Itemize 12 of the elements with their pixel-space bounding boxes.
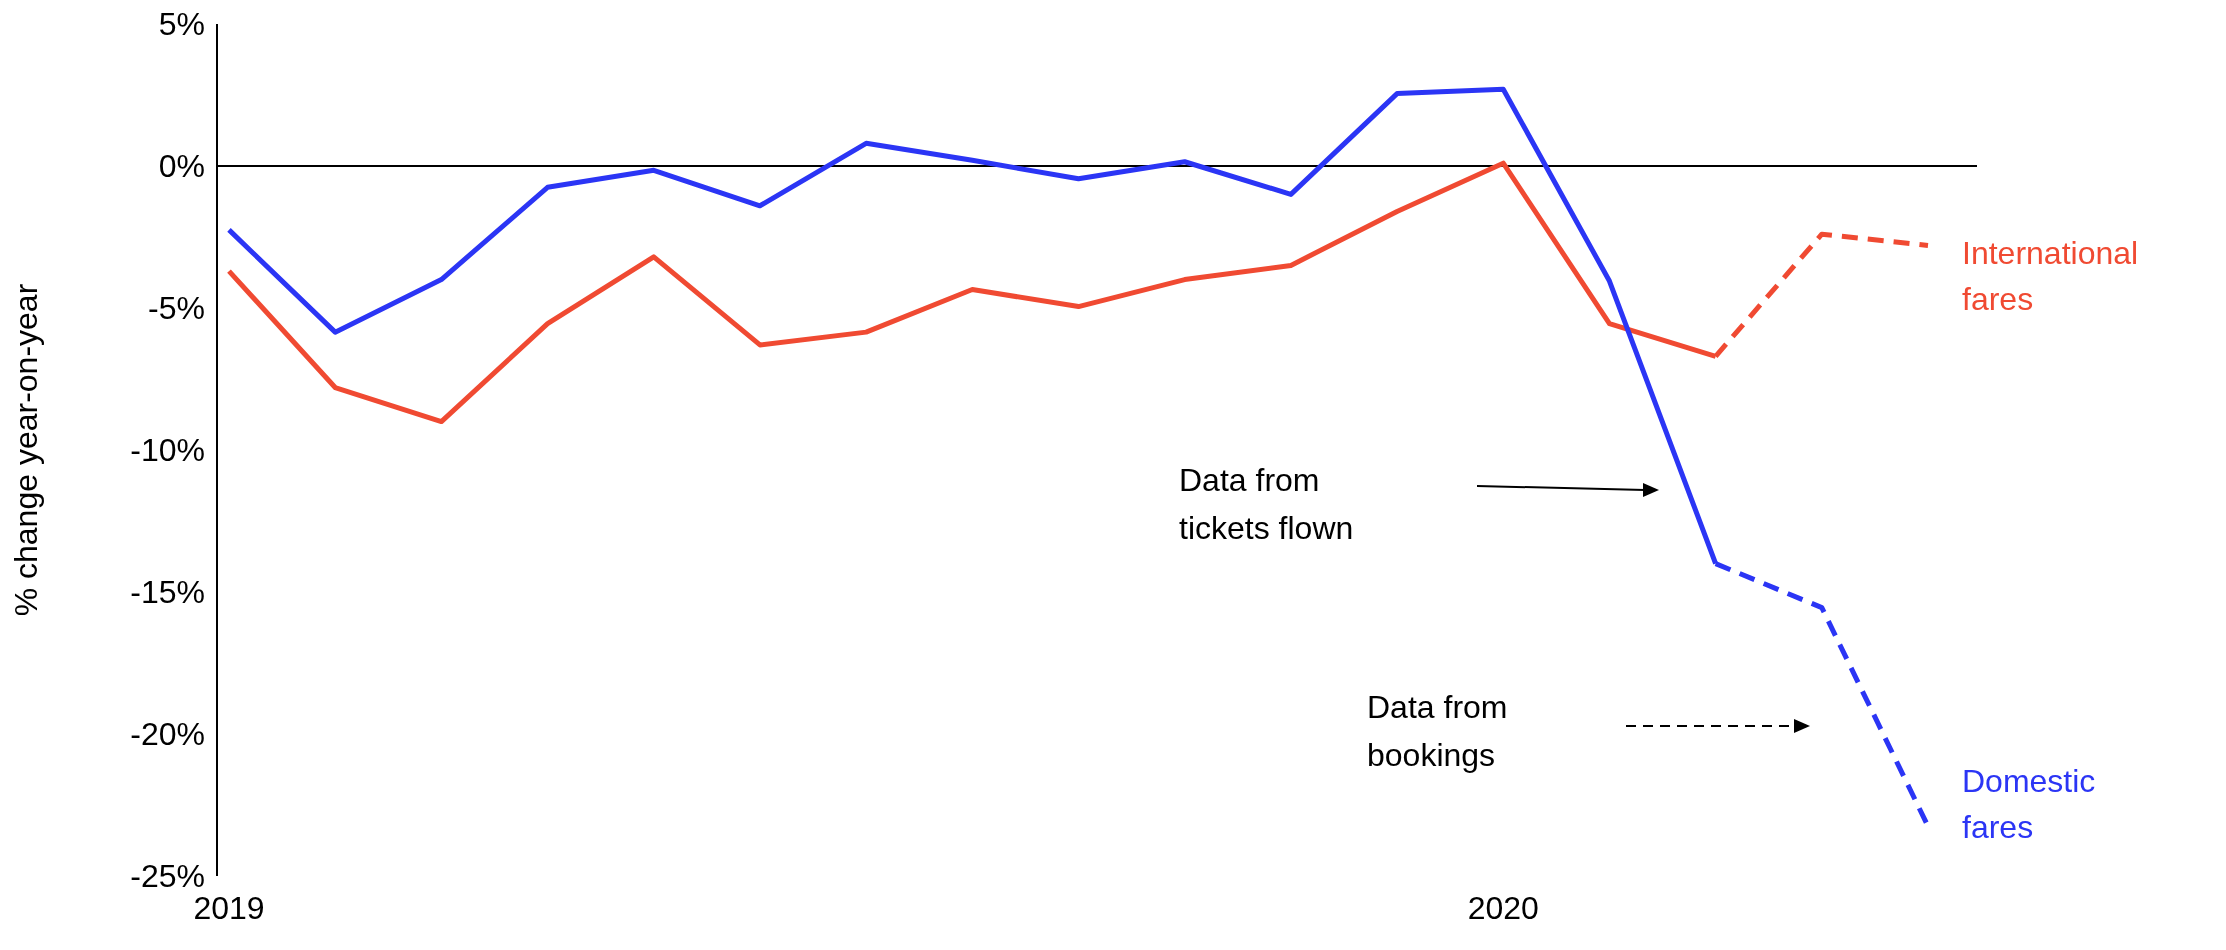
series-label: International fares bbox=[1962, 234, 2139, 317]
y-tick-label: -15% bbox=[130, 574, 205, 611]
annotation: Data from tickets flown bbox=[1179, 461, 1354, 548]
series-label: Domestic fares bbox=[1962, 763, 2096, 846]
y-tick-label: -20% bbox=[130, 716, 205, 753]
y-axis-title: % change year-on-year bbox=[8, 283, 45, 617]
x-tick-label: 2020 bbox=[1467, 889, 1539, 926]
annotation: Data from bookings bbox=[1367, 688, 1508, 775]
y-tick-label: -5% bbox=[148, 290, 205, 327]
y-tick-label: -10% bbox=[130, 432, 205, 469]
y-tick-label: 0% bbox=[158, 148, 205, 185]
y-tick-label: 5% bbox=[158, 6, 205, 43]
